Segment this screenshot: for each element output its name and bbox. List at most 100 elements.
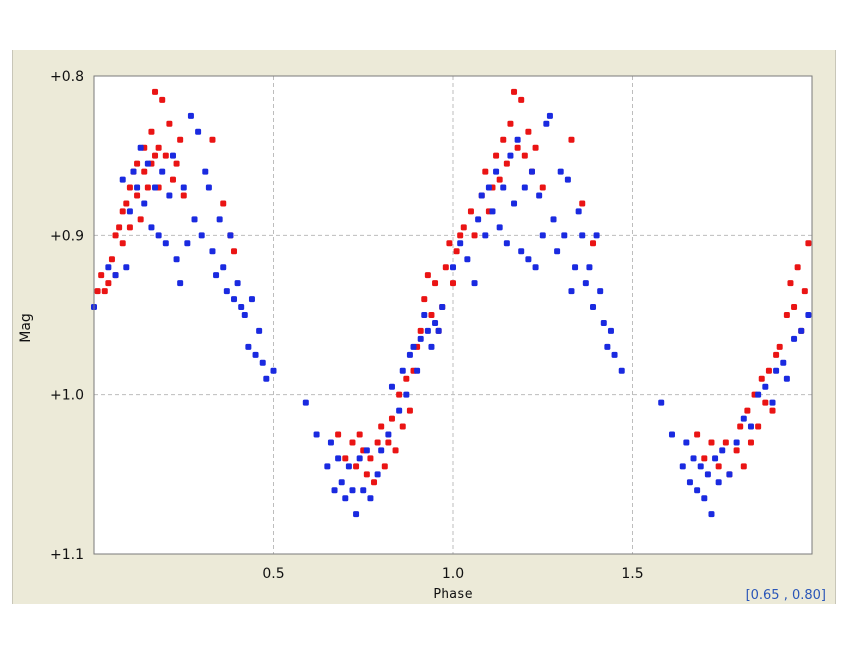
blue-data-point [550,216,557,223]
red-data-point [403,375,410,382]
plot-frame [93,75,813,555]
blue-data-point [528,168,535,175]
blue-data-point [439,304,446,311]
red-data-point [123,200,130,207]
red-data-point [514,144,521,151]
blue-data-point [536,192,543,199]
red-data-point [701,455,708,462]
blue-data-point [514,136,521,143]
red-data-point [787,280,794,287]
blue-data-point [248,296,255,303]
blue-data-point [561,232,568,239]
blue-data-point [162,240,169,247]
blue-data-point [353,511,360,518]
blue-data-point [600,319,607,326]
red-data-point [177,136,184,143]
blue-data-point [356,455,363,462]
red-data-point [231,248,238,255]
blue-data-point [141,200,148,207]
blue-data-point [205,184,212,191]
y-tick-label: +1.0 [50,388,84,404]
red-data-point [374,439,381,446]
blue-data-point [428,343,435,350]
blue-data-point [184,240,191,247]
red-data-point [776,343,783,350]
blue-data-point [503,240,510,247]
red-data-point [758,375,765,382]
blue-data-point [119,176,126,183]
blue-data-point [177,280,184,287]
red-data-point [769,407,776,414]
x-axis-label: Phase [433,587,472,602]
blue-data-point [496,224,503,231]
red-data-point [173,160,180,167]
red-data-point [511,88,518,95]
blue-data-point [554,248,561,255]
red-data-point [794,264,801,271]
blue-data-point [435,327,442,334]
blue-data-point [769,399,776,406]
red-data-point [421,296,428,303]
blue-data-point [478,192,485,199]
blue-data-point [324,463,331,470]
blue-data-point [572,264,579,271]
blue-data-point [367,495,374,502]
blue-data-point [611,351,618,358]
red-data-point [740,463,747,470]
blue-data-point [507,152,514,159]
blue-data-point [220,264,227,271]
x-tick-label: 0.5 [262,566,284,582]
red-data-point [155,144,162,151]
red-data-point [482,168,489,175]
red-data-point [134,160,141,167]
blue-data-point [396,407,403,414]
blue-data-point [137,144,144,151]
blue-data-point [546,112,553,119]
red-data-point [442,264,449,271]
red-data-point [399,423,406,430]
red-data-point [363,471,370,478]
blue-data-point [457,240,464,247]
blue-data-point [144,160,151,167]
blue-data-point [302,399,309,406]
blue-data-point [241,312,248,318]
y-axis-label: Mag [18,313,34,343]
y-tick-label: +0.8 [50,69,84,85]
blue-data-point [385,431,392,438]
blue-data-point [421,312,428,318]
blue-data-point [489,208,496,215]
red-data-point [737,423,744,430]
red-data-point [94,288,101,295]
blue-data-point [471,280,478,287]
blue-data-point [719,447,726,454]
blue-data-point [238,304,245,311]
red-data-point [762,399,769,406]
red-data-point [378,423,385,430]
blue-data-point [593,232,600,239]
red-data-point [105,280,112,287]
blue-data-point [327,439,334,446]
blue-data-point [313,431,320,438]
blue-data-point [231,296,238,303]
red-data-point [367,455,374,462]
blue-data-point [683,439,690,446]
red-data-point [159,96,166,103]
blue-data-point [582,280,589,287]
red-data-point [342,455,349,462]
blue-data-point [604,343,611,350]
blue-data-point [500,184,507,191]
red-data-point [467,208,474,215]
blue-data-point [227,232,234,239]
red-data-point [119,240,126,247]
red-data-point [417,327,424,334]
red-data-point [112,232,119,239]
blue-data-point [245,343,252,350]
blue-data-point [579,232,586,239]
blue-data-point [338,479,345,486]
red-data-point [371,479,378,486]
blue-data-point [475,216,482,223]
red-data-point [356,431,363,438]
blue-data-point [374,471,381,478]
blue-data-point [191,216,198,223]
blue-data-point [259,359,266,366]
